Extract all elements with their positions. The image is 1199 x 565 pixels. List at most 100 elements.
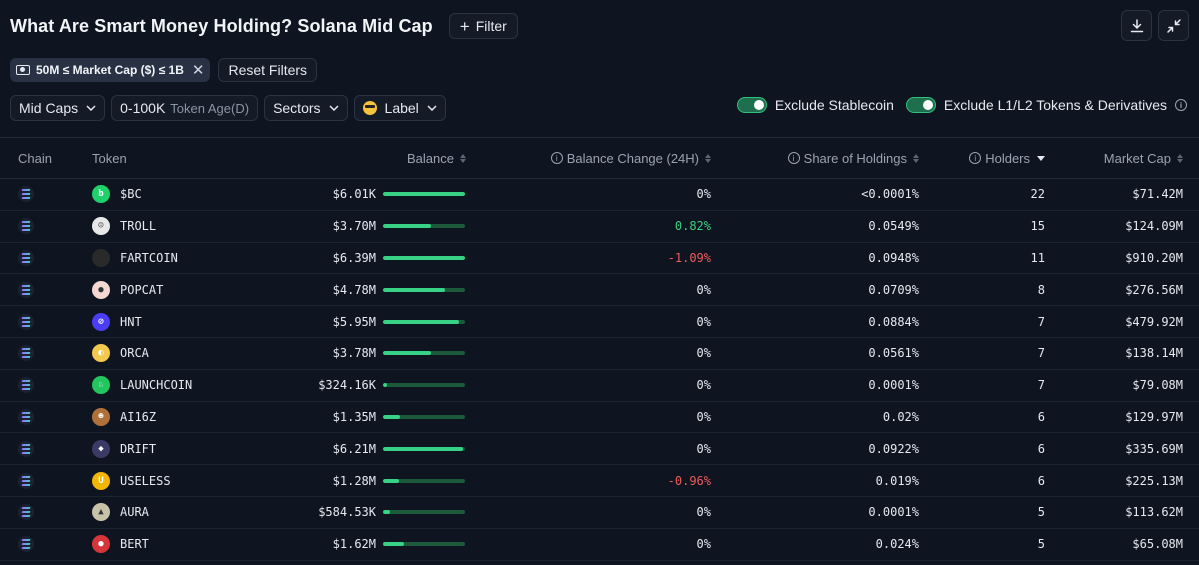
token-cell[interactable]: ● BERT [92,529,292,560]
share-value: 0.0561% [868,346,919,361]
table-row[interactable]: FARTCOIN $6.39M -1.09% 0.0948% 11 $910.2… [0,243,1199,275]
token-cell[interactable]: FARTCOIN [92,243,292,274]
token-name: $BC [120,187,142,202]
balance-change-value: -0.96% [667,473,711,488]
balance-bar-fill [383,383,388,388]
plus-icon: + [459,16,470,36]
token-icon: b [92,185,110,204]
caps-dropdown[interactable]: Mid Caps [10,95,106,121]
token-name: TROLL [120,219,157,234]
balance-bar-track [383,255,465,260]
table-row[interactable]: ◐ ORCA $3.78M 0% 0.0561% 7 $138.14M [0,338,1199,370]
info-icon[interactable]: i [787,152,800,164]
exclude-l1l2-toggle[interactable]: Exclude L1/L2 Tokens & Derivatives i [905,97,1187,113]
table-row[interactable]: ♘ LAUNCHCOIN $324.16K 0% 0.0001% 7 $79.0… [0,370,1199,402]
market-cap-value: $138.14M [1125,346,1183,361]
token-cell[interactable]: ◆ DRIFT [92,433,292,464]
token-cell[interactable]: ☻ AI16Z [92,402,292,433]
market-cap-filter-chip[interactable]: 50M ≤ Market Cap ($) ≤ 1B ✕ [10,58,211,82]
column-market-cap[interactable]: Market Cap [1060,138,1183,178]
balance-change-value: 0% [696,505,711,520]
token-icon: ♘ [92,376,110,395]
toggle-group: Exclude Stablecoin Exclude L1/L2 Tokens … [736,97,1187,113]
balance-bar [383,274,465,305]
balance-bar-fill [383,255,465,260]
column-share[interactable]: i Share of Holdings [730,138,919,178]
solana-icon [18,313,34,330]
balance-bar-fill [383,224,431,229]
solana-icon [18,536,34,553]
caps-dropdown-label: Mid Caps [19,100,79,116]
balance-bar [383,211,465,242]
sectors-dropdown[interactable]: Sectors [264,95,348,121]
close-icon[interactable]: ✕ [191,62,205,79]
market-cap-value: $479.92M [1125,314,1183,329]
balance-bar-fill [383,510,391,515]
balance-bar-track [383,287,465,292]
share-value: 0.019% [875,473,919,488]
table-row[interactable]: ⊘ HNT $5.95M 0% 0.0884% 7 $479.92M [0,306,1199,338]
table-row[interactable]: ☺ TROLL $3.70M 0.82% 0.0549% 15 $124.09M [0,211,1199,243]
balance-bar [383,370,465,401]
balance-change-value: 0% [696,378,711,393]
holders-value: 22 [1030,187,1045,202]
share-value: 0.0709% [868,282,919,297]
token-cell[interactable]: U USELESS [92,465,292,496]
token-cell[interactable]: ♘ LAUNCHCOIN [92,370,292,401]
table-row[interactable]: ▲ AURA $584.53K 0% 0.0001% 5 $113.62M [0,497,1199,529]
filter-button[interactable]: + Filter [448,13,518,39]
table-row[interactable]: ● BERT $1.62M 0% 0.024% 5 $65.08M [0,529,1199,561]
token-cell[interactable]: ● POPCAT [92,274,292,305]
token-cell[interactable]: ▲ AURA [92,497,292,528]
chain-cell [18,465,78,496]
table-row[interactable]: U USELESS $1.28M -0.96% 0.019% 6 $225.13… [0,465,1199,497]
label-dropdown[interactable]: Label [353,95,446,121]
token-cell[interactable]: ☺ TROLL [92,211,292,242]
info-icon[interactable]: i [550,152,563,164]
balance-bar-fill [383,319,460,324]
page-title: What Are Smart Money Holding? Solana Mid… [10,15,433,36]
table-row[interactable]: ☻ AI16Z $1.35M 0% 0.02% 6 $129.97M [0,402,1199,434]
toggle-switch[interactable] [736,97,767,113]
balance-value: $3.78M [332,346,376,361]
token-icon [92,248,110,267]
table-row[interactable]: ◆ DRIFT $6.21M 0% 0.0922% 6 $335.69M [0,433,1199,466]
exclude-stablecoin-label: Exclude Stablecoin [774,97,894,113]
collapse-button[interactable] [1158,10,1189,41]
balance-change-value: 0% [696,346,711,361]
reset-filters-button[interactable]: Reset Filters [218,58,318,82]
balance-bar [383,243,465,274]
table-row[interactable]: ● POPCAT $4.78M 0% 0.0709% 8 $276.56M [0,274,1199,307]
token-age-filter[interactable]: 0-100K Token Age(D) [111,95,259,121]
column-balance-change[interactable]: i Balance Change (24H) [520,138,711,178]
toggle-switch[interactable] [905,97,936,113]
table-row[interactable]: b $BC $6.01K 0% <0.0001% 22 $71.42M [0,179,1199,211]
chain-cell [18,402,78,433]
token-icon: ☻ [92,407,110,426]
share-value: 0.0549% [868,219,919,234]
market-cap-value: $79.08M [1132,378,1183,393]
token-cell[interactable]: ⊘ HNT [92,306,292,337]
info-icon[interactable]: i [969,152,982,164]
column-balance-change-label: Balance Change (24H) [566,150,699,166]
market-cap-value: $129.97M [1125,409,1183,424]
balance-value: $1.28M [332,473,376,488]
column-balance[interactable]: Balance [300,138,466,178]
token-name: LAUNCHCOIN [120,378,193,393]
token-cell[interactable]: ◐ ORCA [92,338,292,369]
balance-bar [383,179,465,210]
balance-change-value: 0.82% [674,219,711,234]
holders-value: 8 [1037,282,1045,297]
solana-icon [18,408,34,425]
collapse-icon [1166,18,1181,33]
market-cap-value: $276.56M [1125,282,1183,297]
column-holders[interactable]: i Holders [930,138,1045,178]
exclude-stablecoin-toggle[interactable]: Exclude Stablecoin [736,97,894,113]
info-icon[interactable]: i [1175,99,1187,111]
chevron-down-icon [427,105,437,111]
download-button[interactable] [1121,10,1152,41]
solana-icon [18,377,34,394]
balance-value: $6.39M [332,250,376,265]
holders-value: 7 [1037,378,1045,393]
token-cell[interactable]: b $BC [92,179,292,210]
